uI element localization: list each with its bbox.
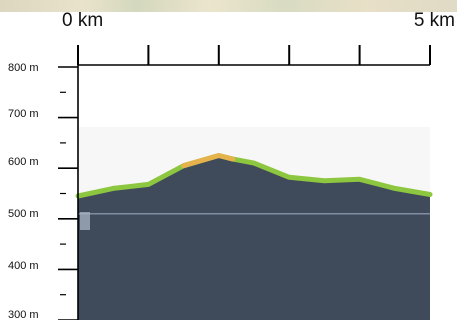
elevation-label-600: 600 m	[8, 156, 39, 168]
elevation-label-700: 700 m	[8, 108, 39, 120]
elevation-label-400: 400 m	[8, 260, 39, 272]
elevation-profile-line	[75, 153, 433, 199]
highlight-segment	[181, 153, 236, 169]
elevation-label-500: 500 m	[8, 208, 39, 220]
marker-icon	[80, 212, 90, 230]
distance-start-label: 0 km	[62, 10, 104, 31]
elevation-label-300: 300 m	[8, 309, 39, 321]
distance-end-label: 5 km	[413, 10, 455, 31]
map-preview-strip	[0, 0, 457, 12]
terrain-area	[78, 155, 430, 320]
elevation-label-800: 800 m	[8, 62, 39, 74]
